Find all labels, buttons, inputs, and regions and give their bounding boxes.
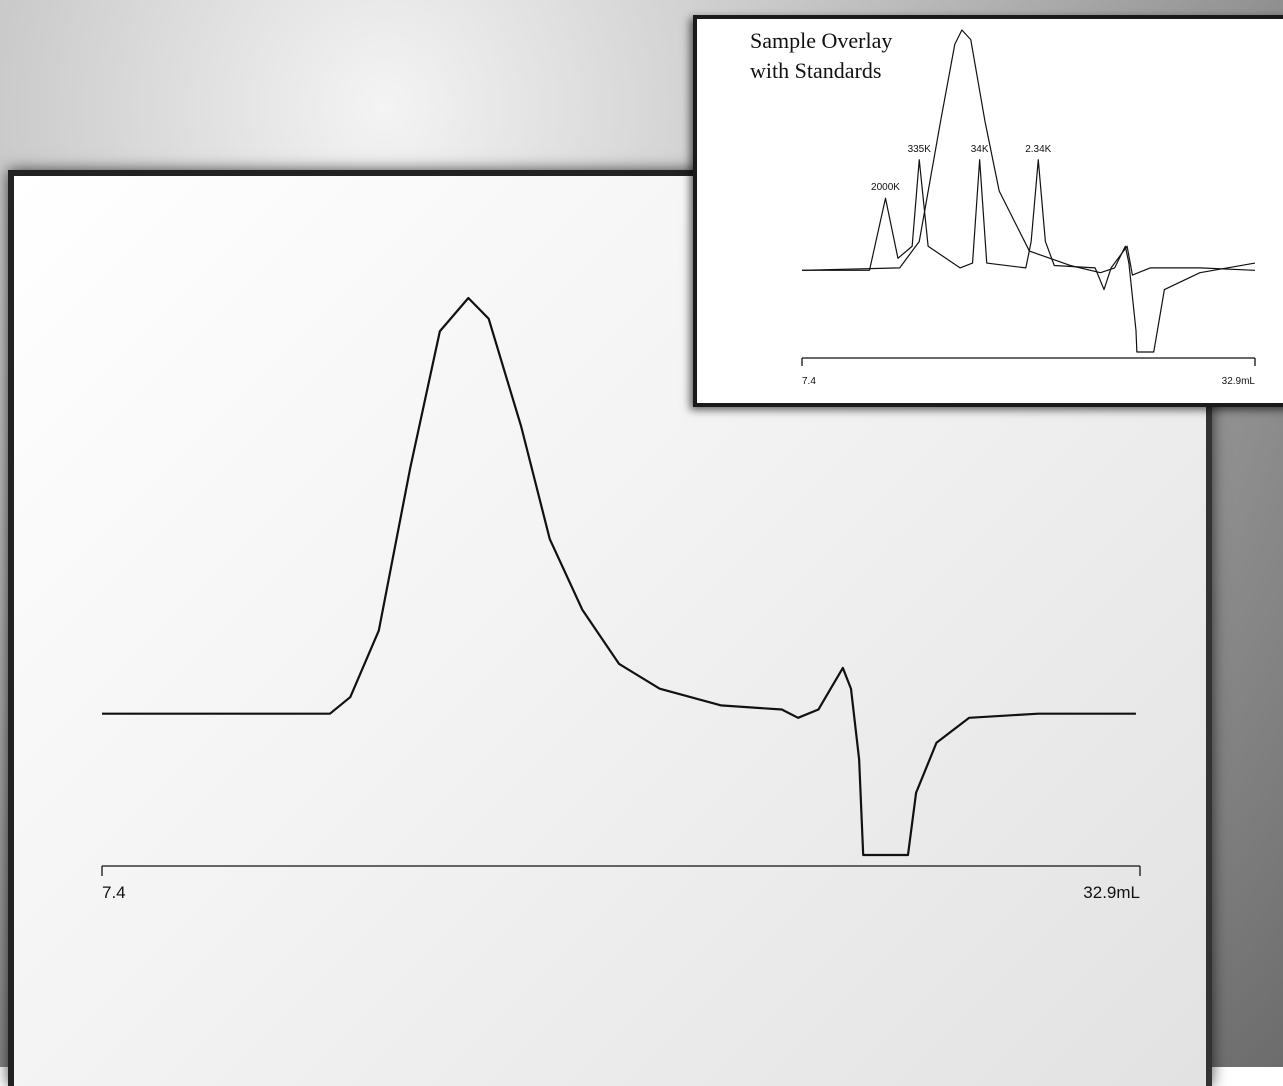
x-tick-label: 7.4 bbox=[802, 376, 816, 387]
peak-label: 2000K bbox=[871, 182, 900, 193]
chromatogram-line bbox=[802, 159, 1256, 291]
peak-label: 335K bbox=[908, 144, 932, 155]
chromatogram-line bbox=[102, 296, 1136, 857]
x-tick-label: 32.9mL bbox=[1083, 883, 1140, 902]
peak-label: 2.34K bbox=[1025, 144, 1051, 155]
inset-title: Sample Overlay with Standards bbox=[750, 28, 892, 83]
chromatogram-line bbox=[801, 29, 1256, 353]
x-tick-label: 32.9mL bbox=[1222, 376, 1256, 387]
inset-panel bbox=[693, 15, 1283, 407]
peak-label: 34K bbox=[971, 144, 989, 155]
x-tick-label: 7.4 bbox=[102, 883, 126, 902]
